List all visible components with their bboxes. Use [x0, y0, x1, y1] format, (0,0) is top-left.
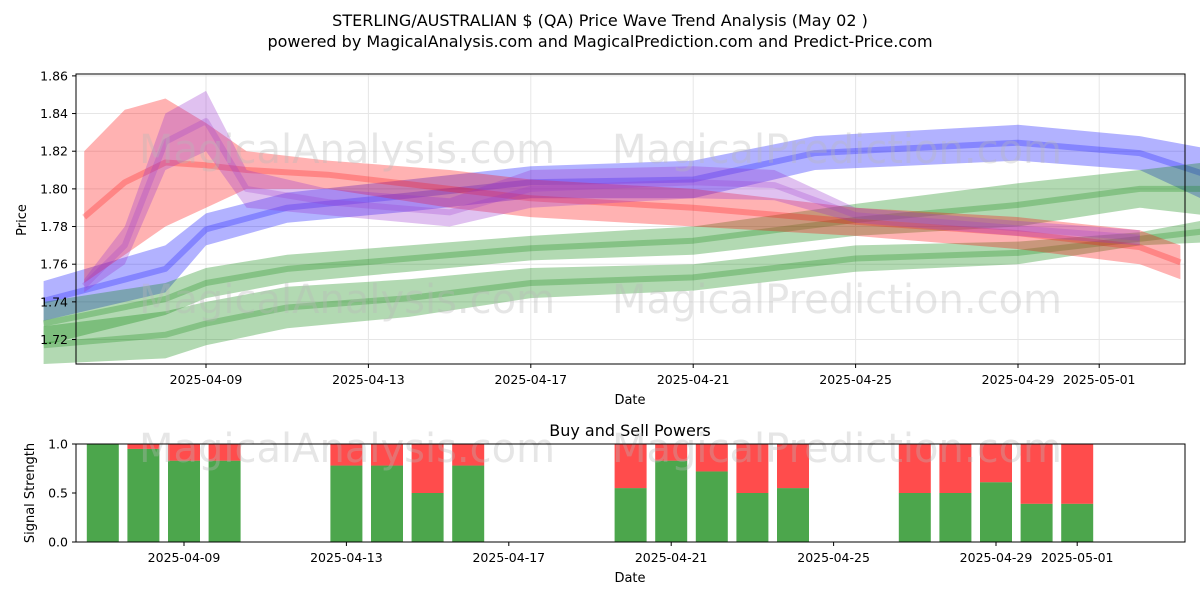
price-x-ticks: 2025-04-09 2025-04-13 2025-04-17 2025-04-21…: [170, 364, 1136, 387]
bar-watermarks: MagicalAnalysis.com MagicalPrediction.co…: [139, 426, 1062, 472]
wave-core: [42, 139, 1200, 304]
bar-y-ticks: 0.0 0.5 1.0: [48, 437, 76, 550]
x-tick-label: 2025-04-17: [472, 550, 545, 565]
y-tick-label: 1.76: [40, 257, 68, 272]
buy-bar: [777, 488, 809, 542]
sell-bar: [127, 444, 160, 449]
wave-core: [43, 228, 1200, 349]
buy-bar: [980, 482, 1012, 542]
chart-title: STERLING/AUSTRALIAN $ (QA) Price Wave Tr…: [332, 11, 868, 30]
wave-band: [43, 221, 1200, 364]
wave-core: [82, 118, 1141, 289]
y-tick-label: 1.80: [40, 181, 68, 196]
watermark: MagicalAnalysis.com: [139, 127, 555, 173]
x-tick-label: 2025-04-09: [148, 550, 221, 565]
watermark: MagicalAnalysis.com: [139, 426, 555, 472]
price-y-ticks: 1.72 1.74 1.76 1.78 1.80 1.82 1.84 1.86: [40, 68, 76, 347]
buy-bar: [1020, 503, 1053, 542]
y-tick-label: 0.5: [48, 486, 68, 501]
watermark: MagicalPrediction.com: [612, 277, 1062, 323]
buy-bar: [695, 471, 728, 542]
x-tick-label: 2025-04-13: [332, 372, 405, 387]
y-tick-label: 1.74: [40, 294, 68, 309]
buy-bar: [86, 444, 119, 542]
y-tick-label: 0.0: [48, 535, 68, 550]
buy-bar: [1061, 503, 1094, 542]
sell-bar: [898, 444, 931, 493]
y-tick-label: 1.0: [48, 437, 68, 452]
y-tick-label: 1.84: [40, 106, 68, 121]
price-plot-frame: [75, 73, 1186, 365]
x-tick-label: 2025-04-21: [635, 550, 708, 565]
bar-x-label: Date: [614, 571, 645, 586]
sell-bar: [168, 444, 200, 461]
buy-bar: [452, 465, 485, 542]
price-watermarks: MagicalAnalysis.com MagicalPrediction.co…: [139, 127, 1062, 323]
sell-bar: [980, 444, 1012, 483]
x-tick-label: 2025-04-09: [170, 372, 243, 387]
chart-subtitle: powered by MagicalAnalysis.com and Magic…: [267, 32, 932, 51]
buy-bar: [330, 465, 363, 542]
sell-bar: [939, 444, 972, 493]
x-tick-label: 2025-05-01: [1041, 550, 1114, 565]
watermark: MagicalPrediction.com: [612, 127, 1062, 173]
buy-bar: [898, 493, 931, 542]
sell-bar: [371, 444, 403, 466]
bar-x-ticks: 2025-04-09 2025-04-13 2025-04-17 2025-04-21…: [148, 542, 1114, 565]
buy-bar: [939, 493, 972, 542]
y-tick-label: 1.86: [40, 68, 68, 83]
buy-bar: [168, 460, 200, 542]
wave-band: [84, 98, 1181, 283]
sell-bar: [777, 444, 809, 489]
y-tick-label: 1.78: [40, 219, 68, 234]
x-tick-label: 2025-04-25: [819, 372, 892, 387]
x-tick-label: 2025-04-17: [494, 372, 567, 387]
buy-bar: [655, 460, 688, 542]
buy-bar: [371, 465, 403, 542]
x-tick-label: 2025-04-25: [797, 550, 870, 565]
sell-bar: [655, 444, 688, 461]
price-x-label: Date: [614, 393, 645, 408]
sell-bar: [1061, 444, 1094, 504]
watermark: MagicalAnalysis.com: [139, 277, 555, 323]
sell-bar: [614, 444, 647, 489]
sell-bar: [695, 444, 728, 472]
sell-bar: [452, 444, 485, 466]
watermark: MagicalPrediction.com: [612, 426, 1062, 472]
x-tick-label: 2025-04-13: [310, 550, 383, 565]
buy-bar: [127, 448, 160, 542]
buy-bar: [736, 493, 769, 542]
sell-bar: [330, 444, 363, 466]
wave-band: [43, 163, 1200, 346]
bar-y-label: Signal Strength: [23, 443, 38, 543]
sell-bar: [411, 444, 444, 493]
price-grid: [76, 74, 1185, 364]
price-waves: [42, 90, 1200, 364]
sell-bar: [208, 444, 241, 461]
price-y-label: Price: [15, 204, 30, 236]
y-tick-label: 1.82: [40, 144, 68, 159]
x-tick-label: 2025-04-21: [657, 372, 730, 387]
wave-core: [82, 159, 1182, 266]
sell-bar: [1020, 444, 1053, 504]
wave-band: [43, 124, 1200, 321]
y-tick-label: 1.72: [40, 332, 68, 347]
buy-bar: [208, 460, 241, 542]
x-tick-label: 2025-04-29: [982, 372, 1055, 387]
x-tick-label: 2025-04-29: [960, 550, 1033, 565]
bar-title: Buy and Sell Powers: [549, 421, 711, 440]
buy-bar: [411, 493, 444, 542]
wave-band: [84, 90, 1140, 293]
bar-series: [86, 444, 1094, 542]
buy-bar: [614, 488, 647, 542]
wave-core: [43, 185, 1200, 327]
x-tick-label: 2025-05-01: [1063, 372, 1136, 387]
sell-bar: [736, 444, 769, 493]
